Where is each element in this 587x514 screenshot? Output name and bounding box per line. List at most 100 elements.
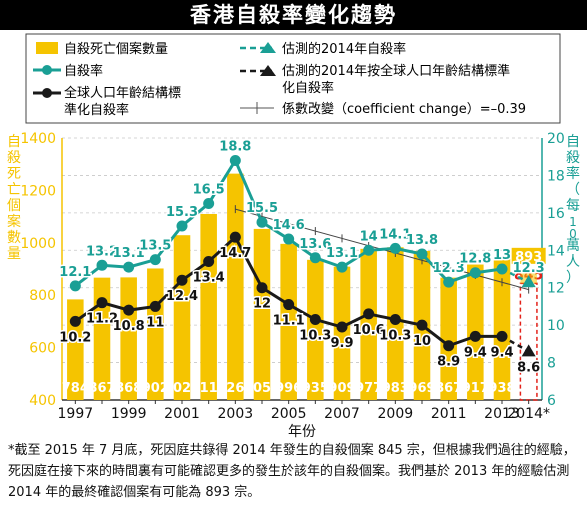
right-axis-title-char: 自 [566, 134, 580, 150]
right-tick-label: 16 [547, 206, 565, 222]
std-rate-value-label: 10.3 [379, 329, 411, 344]
bar-value-label: 867 [88, 381, 115, 396]
right-axis-title-char: 率 [566, 165, 580, 182]
legend-bars-label: 自殺死亡個案數量 [64, 42, 168, 57]
bar [227, 173, 244, 400]
rate-estimated-marker [521, 275, 536, 288]
bar [280, 243, 297, 400]
x-tick-label: 1997 [58, 406, 94, 422]
right-axis-title-char: （ [566, 182, 580, 198]
std-rate-point [123, 304, 135, 316]
bar-value-label: 938 [488, 381, 515, 396]
rate-point [96, 259, 108, 271]
bar [253, 228, 271, 400]
std-rate-value-label: 9.9 [330, 336, 353, 351]
bar-value-label: 784 [62, 381, 89, 396]
std-rate-point [363, 308, 375, 320]
bar [360, 248, 377, 400]
rate-point [149, 254, 161, 266]
std-rate-point [149, 300, 161, 312]
legend-rate-label: 自殺率 [64, 63, 103, 79]
std-rate-value-label: 10 [413, 334, 431, 349]
std-rate-value-label: 12.4 [166, 289, 198, 304]
right-axis-title-char: ） [566, 270, 580, 286]
left-axis-title-char: 死 [7, 166, 21, 182]
right-tick-label: 18 [547, 168, 565, 184]
std-rate-value-label: 12 [253, 297, 271, 312]
left-axis-title-char: 亡 [7, 182, 21, 198]
bar [173, 235, 191, 400]
x-axis-title: 年份 [288, 424, 316, 440]
std-rate-value-label: 11 [146, 315, 164, 330]
std-rate-value-label: 13.4 [193, 271, 225, 286]
rate-point [256, 216, 268, 228]
rate-point [309, 252, 321, 264]
bar-value-label: 1029 [164, 381, 200, 396]
std-rate-value-label: 10.8 [113, 319, 145, 334]
rate-estimated-line [501, 267, 530, 284]
x-tick-label: 2003 [218, 406, 254, 422]
footnote: *截至 2015 年 7 月底，死因庭共錄得 2014 年發生的自殺個案 845… [8, 443, 576, 500]
bar-value-label: 909 [328, 381, 355, 396]
rate-point [389, 242, 401, 254]
bar-value-label: 969 [408, 381, 435, 396]
rate-value-label: 16.5 [193, 183, 225, 198]
rate-value-label: 15.5 [246, 201, 278, 216]
bar-value-label: 1053 [244, 381, 280, 396]
legend-box [25, 33, 561, 124]
legend-est-std-label: 估測的2014年按全球人口年齡結構標準化自殺率 [282, 63, 510, 96]
std-rate-estimated-label: 8.6 [517, 360, 540, 375]
std-rate-point [176, 274, 188, 286]
legend-trend-label: 係數改變（coefficient change）=–0.39 [282, 101, 526, 117]
rate-value-label: 13.1 [113, 246, 145, 261]
std-rate-point [469, 330, 481, 342]
x-tick-label: 2009 [378, 406, 414, 422]
rate-point [69, 280, 81, 292]
right-axis-title-char: 萬 [566, 238, 580, 254]
right-tick-label: 20 [547, 131, 565, 147]
std-rate-point [309, 314, 321, 326]
rate-value-label: 13.2 [86, 244, 118, 259]
bar [440, 277, 457, 400]
chart-title: 香港自殺率變化趨勢 [0, 0, 587, 30]
std-rate-value-label: 8.9 [437, 355, 460, 370]
std-rate-estimated-marker [521, 344, 536, 357]
x-tick-label: 2001 [164, 406, 200, 422]
bar [200, 213, 217, 400]
x-tick-label: 1999 [111, 406, 147, 422]
std-rate-point [229, 231, 241, 243]
rate-estimated-label: 12.3 [513, 261, 545, 276]
rate-value-label: 14.1 [379, 227, 411, 242]
rate-value-label: 15.3 [166, 205, 198, 220]
rate-point [123, 261, 135, 273]
std-rate-value-label: 14.7 [219, 246, 251, 261]
right-axis-title-char: 人 [566, 254, 580, 270]
rate-point [363, 244, 375, 256]
legend-rate-marker [42, 65, 52, 75]
legend-bar-swatch [36, 42, 58, 54]
std-rate-value-label: 11.2 [86, 312, 118, 327]
rate-value-label: 13.8 [406, 233, 438, 248]
rate-point [336, 261, 348, 273]
right-axis-title-char: 每 [566, 198, 580, 214]
bar-value-label: 996 [275, 381, 302, 396]
std-rate-point [283, 299, 295, 311]
legend-std-label: 全球人口年齡結構標準化自殺率 [64, 85, 181, 118]
rate-point [176, 220, 188, 232]
chart-svg: 自殺死亡個案數量自殺率全球人口年齡結構標準化自殺率估測的2014年自殺率估測的2… [7, 33, 580, 440]
bar-value-label: 868 [115, 381, 142, 396]
rate-value-label: 12.3 [433, 261, 465, 276]
std-rate-value-label: 10.6 [353, 323, 385, 338]
bar-2014-estimated-label: 893 [515, 250, 542, 265]
bar-2014-outline [519, 282, 538, 401]
bar-value-label: 867 [435, 381, 462, 396]
bar [333, 266, 351, 400]
rate-point [416, 248, 428, 260]
std-rate-point [203, 256, 215, 268]
bar-2014-estimated-label-bg [511, 247, 546, 264]
bar-value-label: 1110 [191, 381, 227, 396]
rate-value-label: 12.1 [59, 265, 91, 280]
std-rate-point [96, 297, 108, 309]
rate-point [443, 276, 455, 288]
left-axis-title-char: 量 [7, 246, 21, 262]
